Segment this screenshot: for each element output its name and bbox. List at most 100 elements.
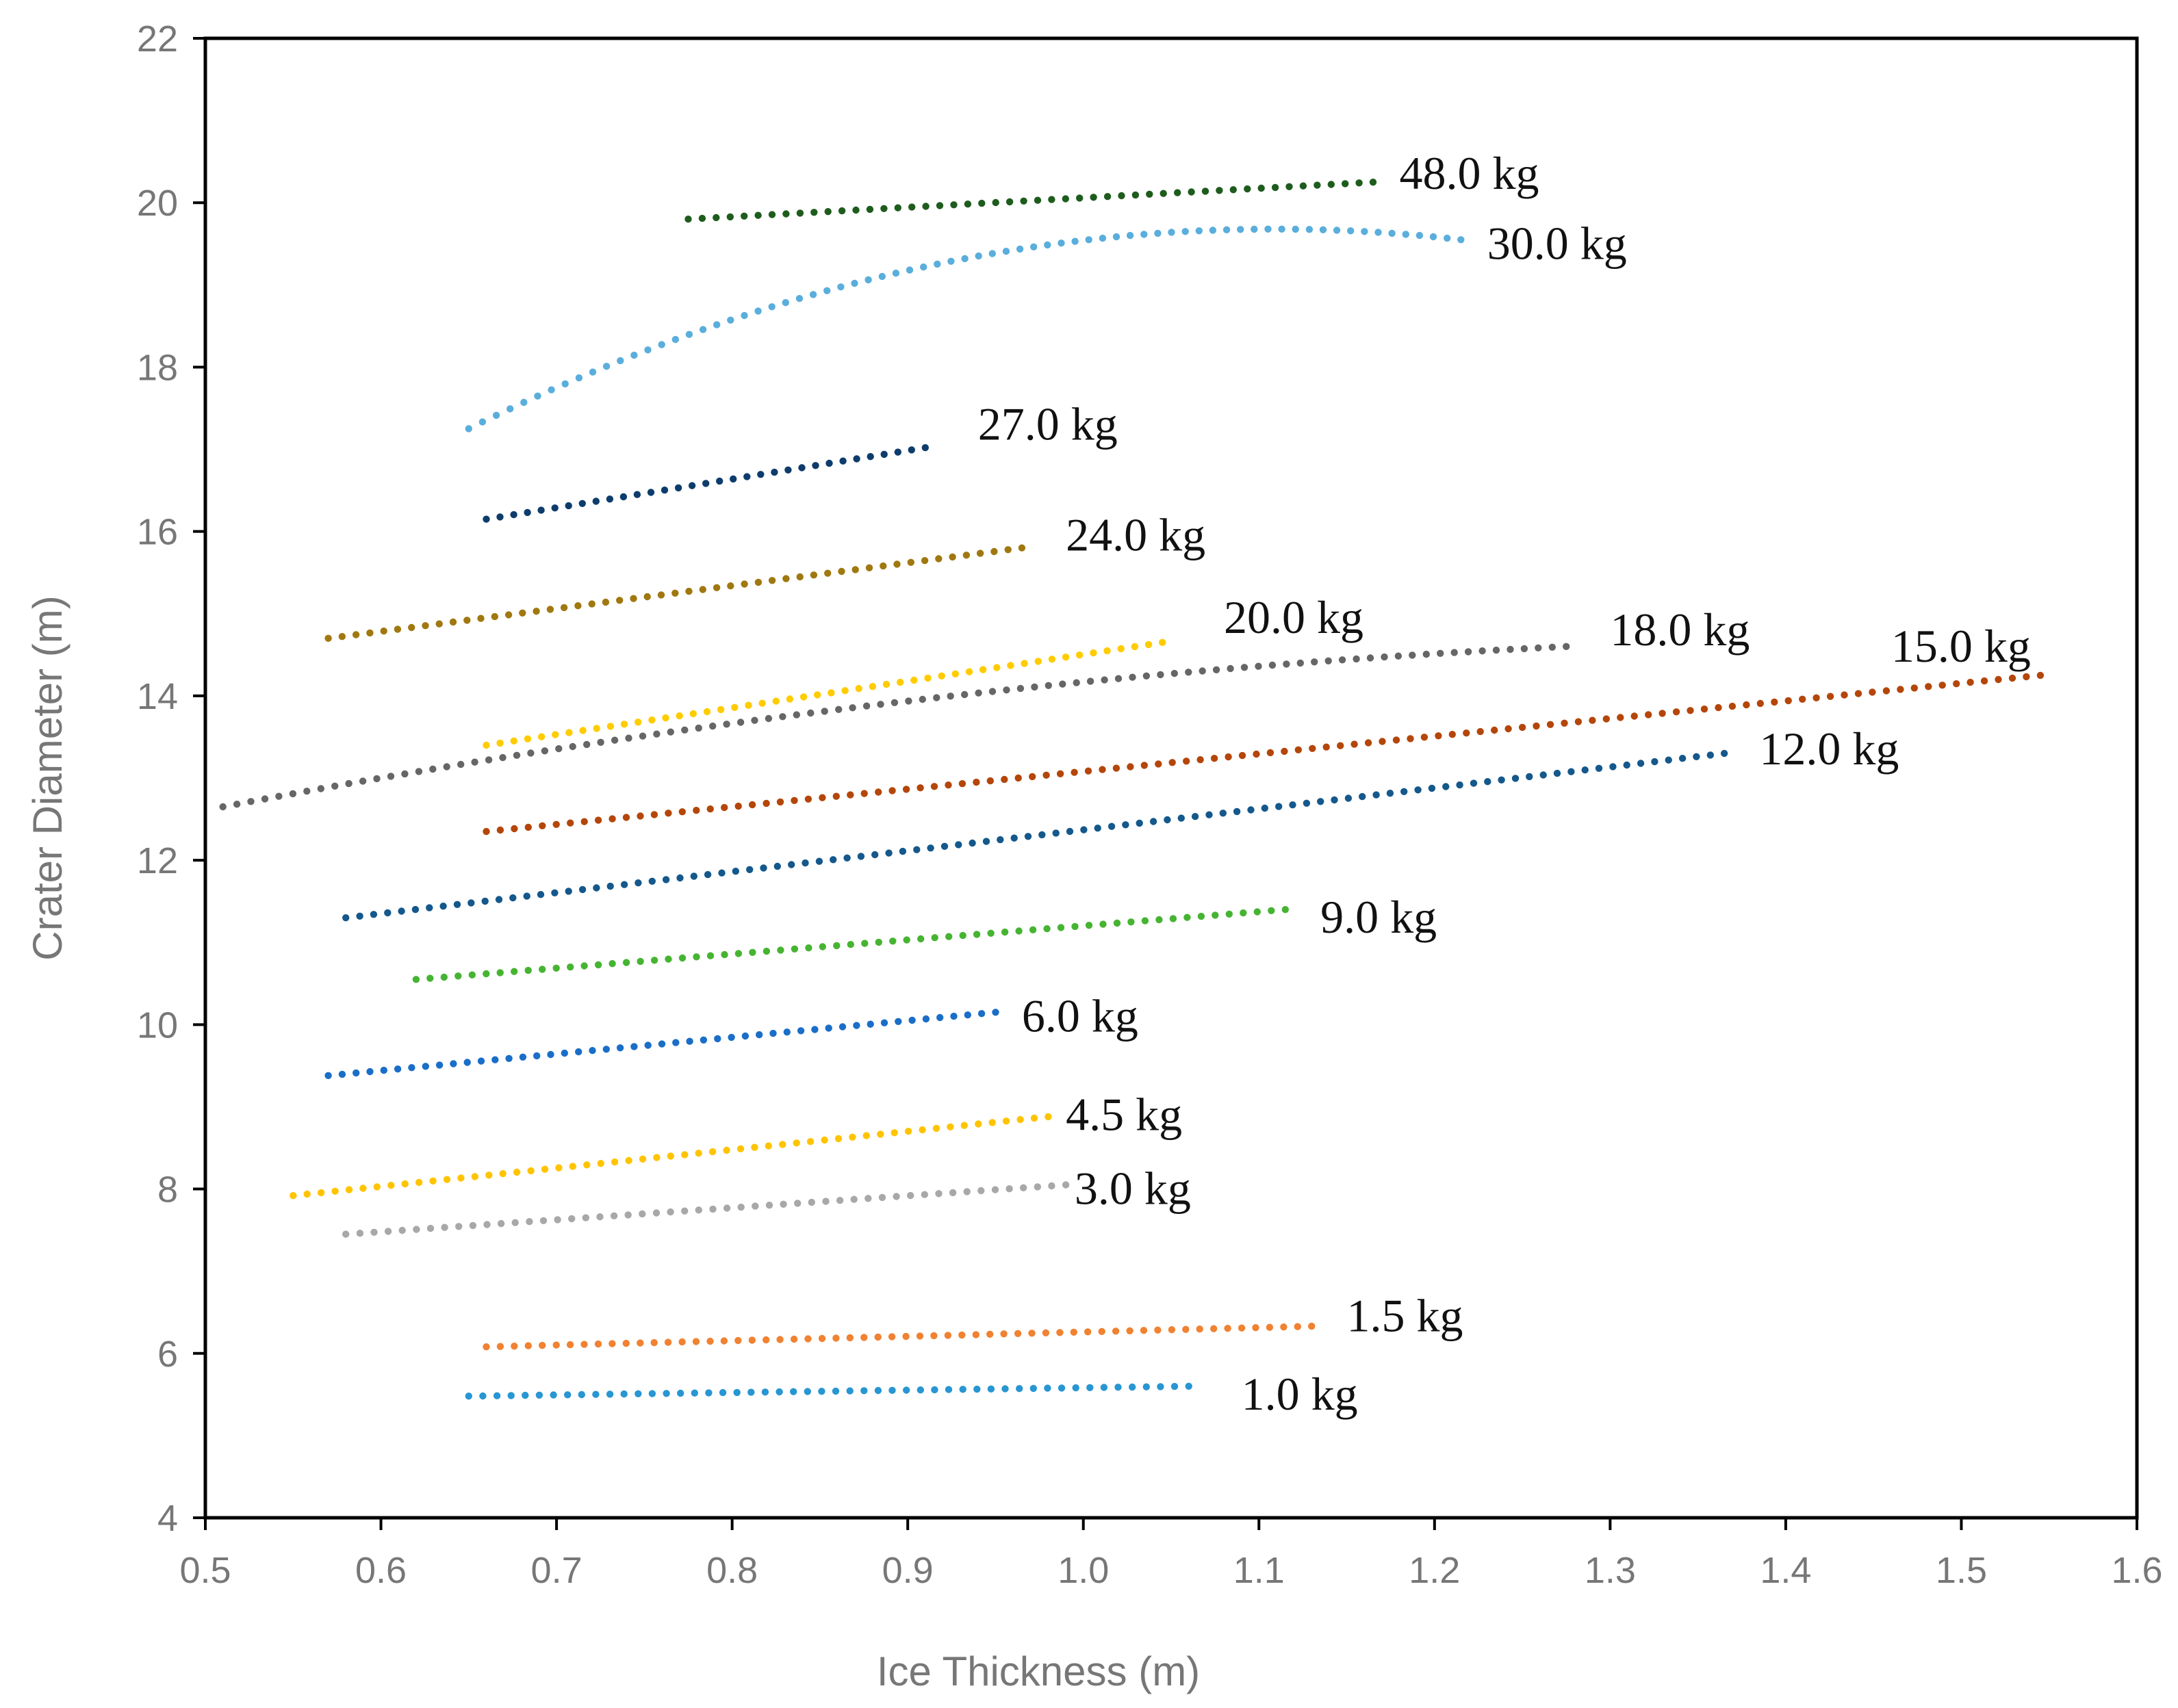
data-point [1507,645,1514,654]
data-point [1400,788,1408,796]
data-point [1196,756,1204,764]
data-point [905,697,912,705]
data-point [1229,186,1238,194]
data-point [713,214,720,222]
data-point [690,872,697,880]
data-point [1140,1327,1148,1334]
data-point [524,823,532,831]
data-point [523,892,530,900]
data-point [561,1049,568,1057]
data-point [1268,661,1277,669]
data-point [1099,920,1107,928]
data-point [853,455,860,463]
data-point [741,212,748,220]
data-point [567,819,574,827]
data-point [991,1186,999,1193]
data-point [975,1120,982,1128]
data-point [554,1216,561,1224]
data-point [825,459,833,467]
data-point [681,1151,689,1159]
data-point [1651,758,1658,766]
data-point [871,851,879,859]
data-point [541,1165,549,1173]
data-point [672,1039,680,1046]
data-point [1281,747,1288,755]
data-point [345,1186,353,1193]
data-point [919,1126,926,1134]
data-point [796,573,804,581]
data-point [1210,1325,1218,1332]
data-point [1045,1113,1052,1121]
data-point [730,475,737,483]
data-point [552,964,560,972]
data-point [394,1065,402,1073]
data-point [1602,715,1610,723]
data-point [741,1032,750,1040]
data-point [633,491,641,498]
data-point [1369,179,1377,186]
data-point [748,801,756,809]
data-point [726,213,734,221]
data-point [1520,645,1528,653]
data-point [1144,640,1153,649]
data-point [992,1009,999,1016]
data-point [483,515,490,523]
x-tick-label: 1.2 [1409,1550,1460,1591]
data-point [776,1388,783,1396]
data-point [1347,227,1355,235]
data-point [606,1390,614,1398]
data-point [465,425,472,432]
data-point [1056,770,1064,778]
data-point [1225,753,1232,761]
data-point [1526,773,1533,781]
data-point [958,1331,966,1339]
data-point [799,693,808,701]
data-point [1212,911,1219,919]
data-point [499,1169,507,1178]
data-point [664,1338,672,1346]
data-point [1209,227,1217,234]
data-point [709,722,717,730]
data-point [1342,180,1349,187]
data-point [1086,677,1094,685]
data-point [1080,826,1088,833]
data-point [450,1060,457,1068]
data-point [317,785,324,792]
data-point [537,733,546,740]
data-point [924,674,932,682]
data-point [422,622,429,630]
data-point [1142,1383,1151,1390]
data-point [353,1069,360,1077]
data-point [921,557,929,565]
data-point [589,368,597,376]
data-point [1191,813,1199,820]
data-point [852,206,860,214]
data-point [630,595,637,602]
data-point [754,578,763,586]
data-point [877,701,884,708]
data-point [961,255,969,263]
data-point [814,691,821,699]
data-point [524,735,532,743]
data-point [1122,821,1129,829]
data-point [828,689,835,697]
data-point [1420,734,1428,741]
data-point [1038,831,1046,839]
data-point [908,446,916,454]
data-point [1059,680,1066,688]
data-point [973,931,981,938]
data-point [625,1156,632,1165]
data-point [1155,916,1163,924]
data-point [1324,657,1332,664]
data-point [1264,225,1272,233]
series-label: 1.0 kg [1242,1368,1358,1420]
data-point [779,1141,786,1148]
data-point [978,199,986,207]
data-point [547,1050,554,1059]
data-point [650,957,658,964]
data-point [1938,682,1946,689]
data-point [496,969,504,976]
data-point [693,953,700,961]
data-point [1309,745,1316,753]
